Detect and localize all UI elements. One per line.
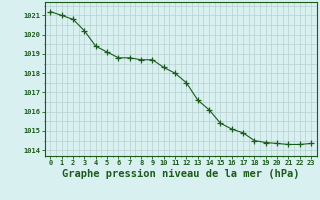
X-axis label: Graphe pression niveau de la mer (hPa): Graphe pression niveau de la mer (hPa) <box>62 169 300 179</box>
